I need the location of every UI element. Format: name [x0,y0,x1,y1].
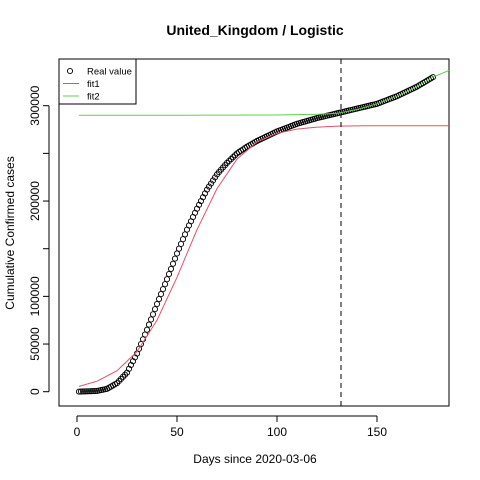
data-point [429,74,437,81]
x-tick-label: 0 [74,425,81,439]
data-point [223,159,231,166]
series-line-fit1 [78,125,449,387]
data-point [157,291,165,298]
series-line-fit2 [79,69,450,116]
legend-label: fit2 [87,92,100,103]
data-point [203,186,211,193]
x-tick-label: 150 [367,425,387,439]
data-point [113,380,121,387]
data-point [167,265,175,272]
y-tick-label: 100000 [28,276,42,316]
data-point [159,286,167,293]
data-point [147,316,155,323]
data-point [89,388,97,395]
legend-label: Real value [87,67,132,78]
data-point [161,281,169,288]
plot-frame [58,58,450,407]
data-point [143,326,151,333]
series-layer [75,59,450,406]
data-point [81,388,89,395]
data-point [115,377,123,385]
data-point [145,321,153,328]
y-tick-label: 300000 [28,85,42,125]
chart-title: United_Kingdom / Logistic [166,22,344,38]
data-point [169,260,177,267]
data-point [151,306,159,313]
data-point [87,388,95,395]
data-point [205,183,213,190]
data-point [171,255,179,262]
data-point [153,300,161,308]
data-point [225,157,233,165]
y-axis-label: Cumulative Confirmed cases [3,156,17,309]
data-point [91,387,99,395]
data-point [149,311,157,318]
data-point [77,388,85,395]
data-point [207,180,215,187]
real-value-points [75,74,437,395]
data-point [211,174,219,181]
data-point [163,276,171,283]
data-point [119,373,127,380]
x-tick-label: 100 [267,425,287,439]
data-point [83,388,91,395]
axes: 0 50 100 150 0 50000 100000 200000 300000 [28,85,387,439]
y-tick-label: 200000 [28,181,42,221]
legend-point-marker [66,67,74,75]
data-point [165,271,173,278]
data-point [209,177,217,184]
y-tick-label: 0 [28,388,42,395]
data-point [117,375,125,382]
legend-label: fit1 [87,79,100,90]
data-point [227,156,235,163]
data-point [121,371,129,378]
x-axis-label: Days since 2020-03-06 [193,452,317,466]
data-point [79,388,87,395]
data-point [155,295,163,303]
data-point [229,154,237,161]
data-point [75,388,83,395]
x-tick-label: 50 [170,425,184,439]
data-point [231,152,239,159]
y-tick-label: 50000 [28,327,42,361]
data-point [85,388,93,395]
